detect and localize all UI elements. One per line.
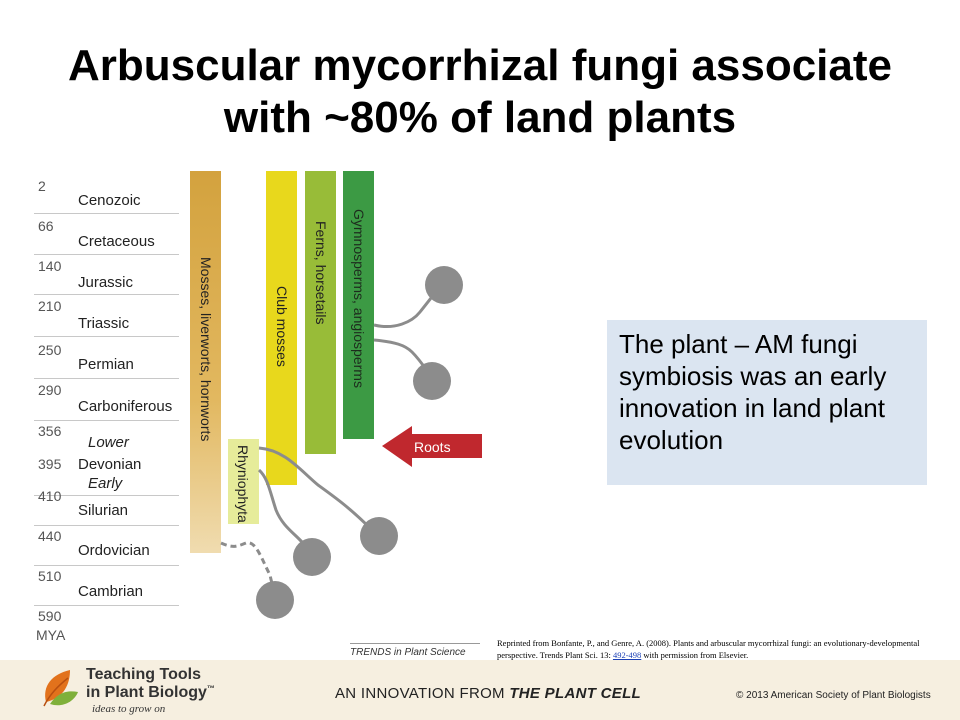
citation: Reprinted from Bonfante, P., and Genre, … [497,637,947,661]
roots-arrow-icon [382,426,482,467]
era-mya-3: 210 [38,298,62,314]
spore-icon [360,517,398,555]
innovation-line: AN INNOVATION FROM THE PLANT CELL [335,685,641,702]
spore-icon [425,266,463,304]
era-mya-6: 356 [38,423,62,439]
mya-unit-label: MYA [36,627,66,643]
bar-gymnosperms: Gymnosperms, angiosperms [343,171,374,439]
logo-trademark: ™ [206,684,215,693]
era-divider [34,525,179,526]
title-line-2: with ~80% of land plants [223,93,737,142]
era-mya-4: 250 [38,342,62,358]
source-label: TRENDS in Plant Science [350,647,466,658]
era-name-0: Cenozoic [78,192,141,209]
era-divider [34,495,179,496]
era-name-4: Permian [78,356,134,373]
era-divider [34,336,179,337]
era-name-1: Cretaceous [78,233,155,250]
era-divider [34,420,179,421]
era-divider [34,294,179,295]
era-mya-11: 590 [38,608,62,624]
citation-link[interactable]: 492-498 [612,650,642,660]
era-mya-1: 66 [38,218,54,234]
era-mya-8: 410 [38,488,62,504]
era-name-9: Ordovician [78,542,150,559]
slide-title: Arbuscular mycorrhizal fungi associate w… [20,40,940,144]
info-box: The plant – AM fungi symbiosis was an ea… [607,320,927,485]
logo-tagline: ideas to grow on [92,703,166,715]
citation-text: Reprinted from Bonfante, P., and Genre, … [497,638,920,660]
hypha-path [257,468,310,551]
era-mya-9: 440 [38,528,62,544]
era-mya-0: 2 [38,178,46,194]
era-divider [34,378,179,379]
bar-rhyniophyta: Rhyniophyta [228,439,259,524]
logo-line-2: in Plant Biology™ [86,684,215,702]
bar-ferns: Ferns, horsetails [305,171,336,454]
era-sub-lower: Lower [88,434,129,451]
innovation-prefix: AN INNOVATION FROM [335,685,510,702]
bar-mosses: Mosses, liverworts, hornworts [190,171,221,553]
era-mya-7: 395 [38,456,62,472]
spore-icon [293,538,331,576]
era-name-2: Jurassic [78,274,134,291]
era-sub-early: Early [88,475,123,492]
footer-bar [0,660,960,720]
citation-suffix: with permission from Elsevier. [641,650,749,660]
era-mya-10: 510 [38,568,62,584]
era-name-10: Cambrian [78,583,144,600]
era-divider [34,213,179,214]
spore-icon [256,581,294,619]
era-name-8: Silurian [78,502,129,519]
hypha-path [258,446,374,532]
logo-line-1: Teaching Tools [86,666,201,683]
spore-icon [413,362,451,400]
copyright: © 2013 American Society of Plant Biologi… [736,690,931,701]
era-mya-5: 290 [38,382,62,398]
title-line-1: Arbuscular mycorrhizal fungi associate [67,41,893,90]
innovation-source: THE PLANT CELL [509,685,642,702]
era-divider [34,605,179,606]
era-name-6: Devonian [78,456,142,473]
logo-line-2-text: in Plant Biology [86,684,207,701]
bar-club-mosses: Club mosses [266,171,297,485]
era-divider [34,565,179,566]
leaf-logo-icon [43,670,78,707]
info-box-text: The plant – AM fungi symbiosis was an ea… [619,329,887,455]
era-name-3: Triassic [78,315,130,332]
source-divider [350,643,480,644]
era-name-5: Carboniferous [78,398,173,415]
era-mya-2: 140 [38,258,62,274]
era-divider [34,254,179,255]
roots-label: Roots [414,439,451,455]
